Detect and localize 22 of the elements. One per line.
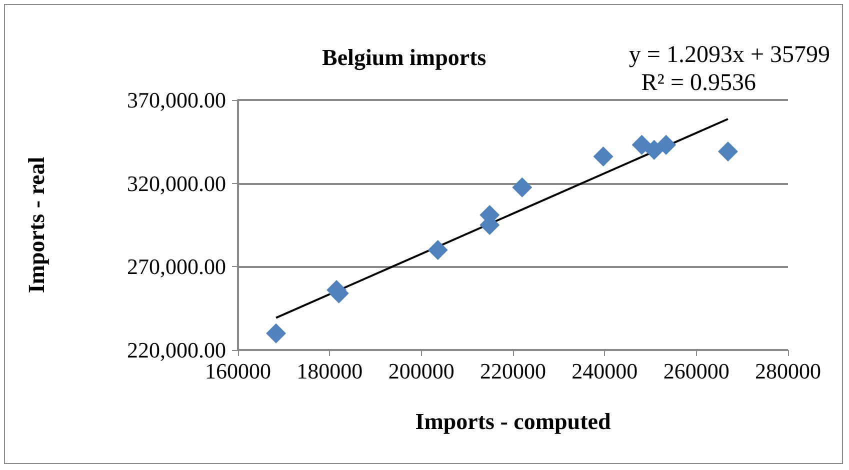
x-tick-label: 260000 (663, 358, 730, 384)
x-tick-label: 240000 (572, 358, 638, 384)
y-axis-title: Imports - real (24, 156, 49, 294)
x-tick-label: 180000 (296, 358, 363, 384)
x-tick-label: 280000 (755, 358, 821, 384)
point (428, 240, 448, 260)
x-axis-title: Imports - computed (415, 409, 611, 434)
y-tick-label: 270,000.00 (127, 254, 226, 280)
text: y = 1.2093x + 35799 (628, 42, 830, 68)
point (512, 177, 532, 198)
point (632, 134, 652, 155)
point (593, 146, 614, 166)
point (266, 323, 286, 344)
chart-title: Belgium imports (322, 45, 486, 71)
x-tick-label: 220000 (480, 358, 546, 384)
point (644, 140, 664, 160)
y-tick-label: 320,000.00 (127, 170, 226, 196)
x-tick-label: 200000 (388, 358, 454, 384)
text: R² = 0.9536 (641, 70, 756, 96)
point (656, 134, 676, 155)
point (718, 142, 738, 162)
y-tick-label: 370,000.00 (127, 88, 226, 112)
